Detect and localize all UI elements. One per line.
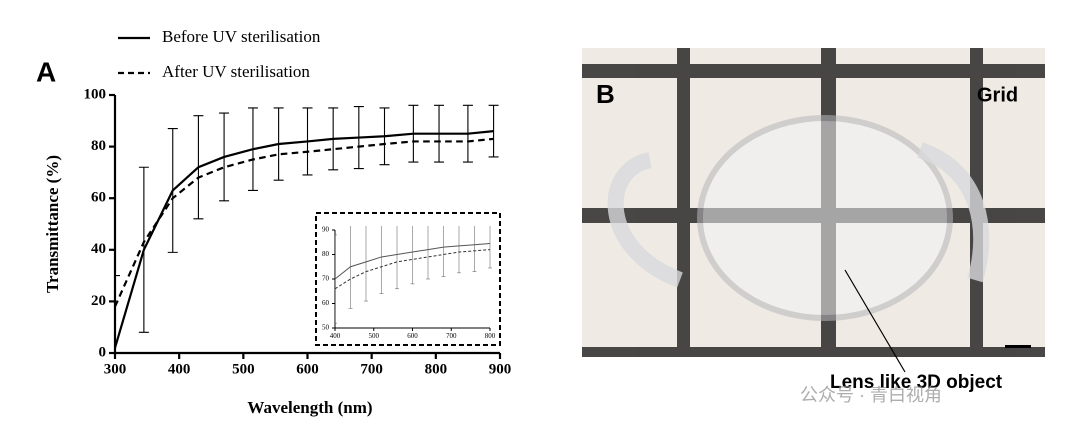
y-tick-label: 20 [91,293,106,309]
y-tick-label: 100 [84,86,107,102]
error-bar [457,226,461,274]
haptic [607,152,684,288]
haptic [917,142,990,283]
x-tick-label: 500 [369,332,380,340]
error-bar [138,166,149,333]
panel-label: A [36,56,56,87]
grid-label: Grid [977,84,1018,106]
legend-label: Before UV sterilisation [162,27,321,46]
error-bar [273,107,284,181]
scale-bar [1005,345,1031,348]
x-tick-label: 800 [425,362,448,378]
x-tick-label: 600 [407,332,418,340]
series-line [335,249,491,290]
x-tick-label: 900 [489,362,512,378]
error-bar [115,275,120,353]
error-bar [410,226,415,285]
error-bar [302,107,313,176]
x-axis-title: Wavelength (nm) [247,398,372,417]
y-tick-label: 60 [322,299,330,307]
y-tick-label: 60 [91,190,106,206]
x-tick-label: 300 [104,362,127,378]
error-bar [462,104,473,163]
panel-label: B [596,79,615,109]
error-bar [434,104,445,163]
x-tick-label: 500 [232,362,255,378]
plot-area [115,104,499,353]
x-tick-label: 700 [446,332,457,340]
error-bar [193,115,204,220]
plot-area [335,226,492,324]
error-bar [379,107,390,166]
x-tick-label: 800 [485,332,496,340]
y-tick-label: 70 [322,275,330,283]
error-bar [488,104,499,158]
y-tick-label: 80 [91,138,106,154]
legend-label: After UV sterilisation [162,62,310,81]
error-bar [408,104,419,163]
y-tick-label: 40 [91,241,106,257]
error-bar [364,226,368,302]
watermark: 公众号 · 青白视角 [800,385,942,405]
error-bar [219,112,230,202]
series-line [115,137,494,308]
error-bar [379,226,384,294]
inset-frame [315,212,501,346]
error-bar [426,226,430,280]
error-bar [328,107,339,171]
error-bar [348,226,353,309]
series-line [115,130,494,349]
y-tick-label: 0 [99,344,107,360]
y-tick-label: 90 [322,226,330,234]
x-tick-label: 400 [168,362,191,378]
lens [697,115,953,321]
error-bar [395,226,399,290]
error-bar [441,226,446,277]
error-bar [472,226,477,272]
y-tick-label: 80 [322,250,330,258]
x-tick-label: 400 [330,332,341,340]
x-tick-label: 700 [360,362,383,378]
annotation: Lens like 3D object [830,372,1003,393]
x-tick-label: 600 [296,362,319,378]
error-bar [353,106,364,170]
annotation-line [844,269,906,373]
photo: B Grid [582,48,1045,357]
y-axis-title: Transmittance (%) [43,155,62,293]
y-tick-label: 50 [322,324,330,332]
error-bar [488,226,492,269]
error-bar [247,107,258,192]
error-bar [335,234,337,324]
error-bar [167,127,178,253]
